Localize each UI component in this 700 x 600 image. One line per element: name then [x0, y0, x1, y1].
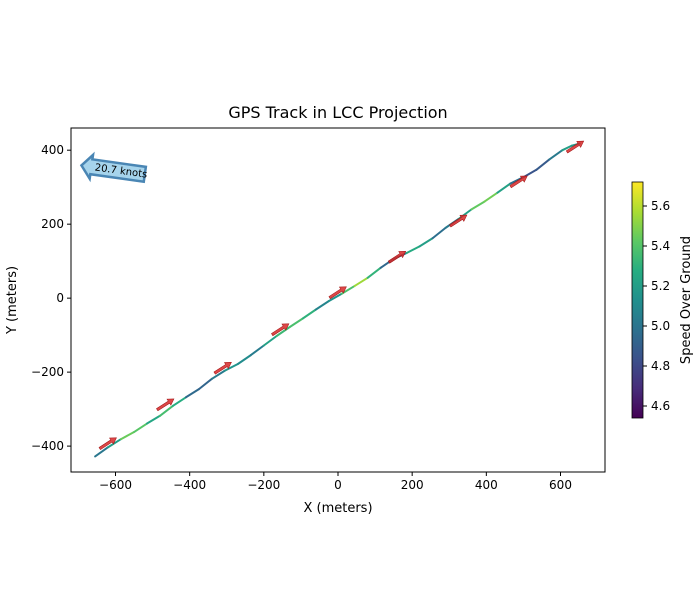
- y-axis: −400 −200 0 200 400: [31, 143, 71, 453]
- track-segment: [197, 377, 213, 391]
- track-segment: [288, 317, 304, 329]
- track-segment: [159, 404, 174, 417]
- colorbar-tick-label: 4.8: [651, 359, 670, 373]
- heading-arrow-layer: [98, 140, 585, 451]
- track-segment: [171, 396, 187, 407]
- track-segment: [314, 300, 330, 311]
- speed-annotation: 20.7 knots: [79, 151, 148, 184]
- colorbar-label: Speed Over Ground: [679, 236, 694, 364]
- x-tick-label: 0: [334, 478, 342, 492]
- colorbar-tick-label: 5.4: [651, 239, 670, 253]
- track-segment: [146, 414, 161, 425]
- colorbar-tick-label: 5.0: [651, 319, 670, 333]
- x-axis-label: X (meters): [303, 501, 372, 516]
- track-segment: [94, 446, 110, 458]
- track-segment: [275, 326, 291, 337]
- track-segment: [262, 334, 278, 347]
- heading-arrow: [449, 214, 468, 228]
- colorbar-tick-label: 4.6: [651, 399, 670, 413]
- track-segment: [366, 266, 382, 279]
- x-tick-label: 200: [401, 478, 424, 492]
- heading-arrow: [509, 175, 528, 189]
- x-tick-label: −600: [99, 478, 132, 492]
- colorbar: 4.6 4.8 5.0 5.2 5.4 5.6 Speed Over Ground: [631, 181, 694, 419]
- track-layer: [94, 142, 581, 458]
- track-segment: [483, 191, 499, 203]
- track-segment: [107, 438, 123, 449]
- heading-arrow: [98, 437, 117, 451]
- y-tick-label: −200: [31, 365, 64, 379]
- heading-arrow: [565, 140, 585, 154]
- colorbar-gradient: [631, 181, 644, 419]
- heading-arrow: [271, 323, 290, 337]
- heading-arrow: [328, 286, 347, 300]
- track-segment: [431, 226, 447, 240]
- x-tick-label: −200: [247, 478, 280, 492]
- colorbar-tick-label: 5.2: [651, 279, 670, 293]
- y-axis-label: Y (meters): [5, 266, 20, 335]
- colorbar-ticks: 4.6 4.8 5.0 5.2 5.4 5.6: [643, 199, 670, 413]
- heading-arrow: [213, 362, 232, 375]
- track-segment: [120, 431, 136, 441]
- x-tick-label: 400: [475, 478, 498, 492]
- y-tick-label: 0: [56, 291, 64, 305]
- track-segment: [470, 200, 486, 211]
- track-segment: [327, 292, 343, 303]
- colorbar-tick-label: 5.6: [651, 199, 670, 213]
- track-segment: [133, 422, 149, 434]
- x-tick-label: −400: [173, 478, 206, 492]
- x-tick-label: 600: [549, 478, 572, 492]
- y-tick-label: −400: [31, 439, 64, 453]
- track-segment: [210, 369, 226, 380]
- track-segment: [405, 245, 421, 255]
- track-segment: [301, 308, 317, 320]
- track-segment: [548, 149, 564, 161]
- track-segment: [353, 276, 369, 287]
- heading-arrow: [387, 251, 407, 264]
- track-segment: [223, 362, 239, 372]
- heading-arrow: [156, 398, 175, 412]
- track-segment: [561, 144, 573, 152]
- speed-annotation-arrow-shape: [79, 151, 148, 184]
- track-segment: [418, 237, 434, 248]
- track-segment: [496, 182, 512, 194]
- y-tick-label: 400: [41, 143, 64, 157]
- track-segment: [535, 158, 551, 171]
- track-segment: [249, 344, 265, 357]
- x-axis: −600 −400 −200 0 200 400 600: [99, 472, 572, 492]
- chart-title: GPS Track in LCC Projection: [228, 103, 447, 122]
- y-tick-label: 200: [41, 217, 64, 231]
- track-segment: [236, 354, 252, 365]
- track-segment: [184, 388, 200, 399]
